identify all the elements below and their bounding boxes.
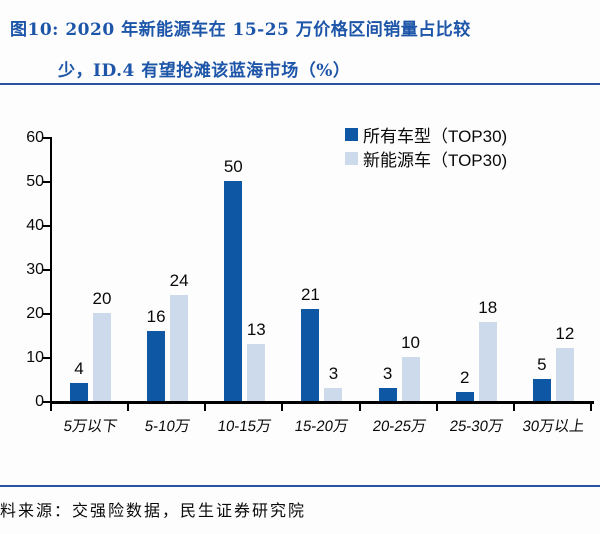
bar-all-models — [532, 379, 551, 401]
y-tick-label: 60 — [26, 129, 44, 146]
bar-all-models — [224, 181, 243, 401]
figure-title-line2: 少，ID.4 有望抢滩该蓝海市场（%） — [58, 61, 351, 81]
y-tick-mark — [43, 357, 50, 359]
figure-title-line1: 图10: 2020 年新能源车在 15-25 万价格区间销量占比较 — [10, 20, 471, 40]
bar-value-label: 20 — [92, 289, 112, 308]
chart-legend: 所有车型（TOP30) 新能源车（TOP30) — [345, 122, 507, 170]
x-tick-mark — [127, 404, 130, 411]
bar-nev — [555, 348, 574, 401]
bar-nev — [170, 295, 189, 401]
x-axis-label: 5万以下 — [62, 418, 119, 435]
bar-value-label: 2 — [459, 368, 470, 388]
x-tick-mark — [590, 404, 592, 411]
legend-swatch-icon — [345, 151, 358, 165]
bar-value-label: 3 — [382, 363, 393, 383]
x-axis-label: 30万以上 — [521, 418, 586, 435]
legend-item: 新能源车（TOP30) — [345, 146, 507, 170]
title-divider-rule — [0, 83, 600, 85]
legend-label: 新能源车（TOP30) — [363, 150, 508, 170]
y-tick-label: 40 — [26, 217, 44, 234]
bar-value-label: 10 — [401, 333, 421, 352]
bar-value-label: 16 — [146, 306, 166, 326]
y-tick-label: 30 — [26, 261, 44, 278]
y-tick-mark — [43, 225, 50, 227]
x-axis-label: 15-20万 — [293, 418, 350, 435]
y-axis — [50, 137, 52, 403]
y-tick-mark — [43, 137, 50, 139]
bar-nev — [401, 357, 420, 401]
y-tick-label: 20 — [26, 305, 44, 322]
bar-value-label: 12 — [555, 324, 575, 344]
y-tick-mark — [43, 181, 50, 183]
bar-nev — [93, 313, 111, 401]
bar-value-label: 24 — [169, 271, 189, 291]
bar-all-models — [301, 308, 320, 401]
bar-value-label: 18 — [478, 297, 498, 317]
x-axis-label: 25-30万 — [448, 418, 505, 435]
bar-all-models — [378, 387, 397, 401]
legend-label: 所有车型（TOP30) — [363, 126, 508, 146]
bar-value-label: 13 — [246, 319, 266, 339]
x-tick-mark — [281, 404, 284, 411]
y-tick-mark — [43, 401, 50, 403]
legend-swatch-icon — [345, 127, 358, 141]
bar-value-label: 4 — [74, 359, 84, 379]
source-note: 料来源：交强险数据，民生证券研究院 — [0, 501, 307, 520]
bar-all-models — [455, 392, 474, 401]
x-tick-mark — [358, 404, 361, 411]
bar-value-label: 21 — [300, 284, 320, 304]
y-tick-mark — [43, 269, 50, 271]
bar-chart: 所有车型（TOP30) 新能源车（TOP30) 0 10 20 30 40 50 60 4 16 5… — [0, 95, 600, 455]
y-tick-label: 10 — [26, 349, 44, 366]
x-tick-mark — [512, 404, 515, 411]
x-axis — [50, 401, 594, 404]
x-axis-label: 5-10万 — [143, 418, 192, 435]
y-tick-label: 0 — [35, 393, 44, 410]
x-tick-mark — [50, 404, 52, 411]
bar-value-label: 50 — [223, 157, 243, 176]
x-axis-label: 20-25万 — [371, 418, 427, 435]
x-axis-label: 10-15万 — [216, 418, 273, 435]
bar-nev — [247, 343, 266, 401]
bar-value-label: 3 — [328, 363, 339, 383]
x-tick-mark — [435, 404, 438, 411]
bar-all-models — [70, 383, 88, 401]
bar-nev — [324, 387, 343, 401]
source-divider-rule — [0, 485, 600, 487]
bar-value-label: 5 — [537, 355, 547, 374]
y-tick-label: 50 — [26, 173, 44, 190]
x-tick-mark — [204, 404, 207, 411]
legend-item: 所有车型（TOP30) — [345, 122, 507, 146]
bar-all-models — [147, 330, 166, 401]
bar-nev — [478, 321, 497, 401]
y-tick-mark — [43, 313, 50, 315]
